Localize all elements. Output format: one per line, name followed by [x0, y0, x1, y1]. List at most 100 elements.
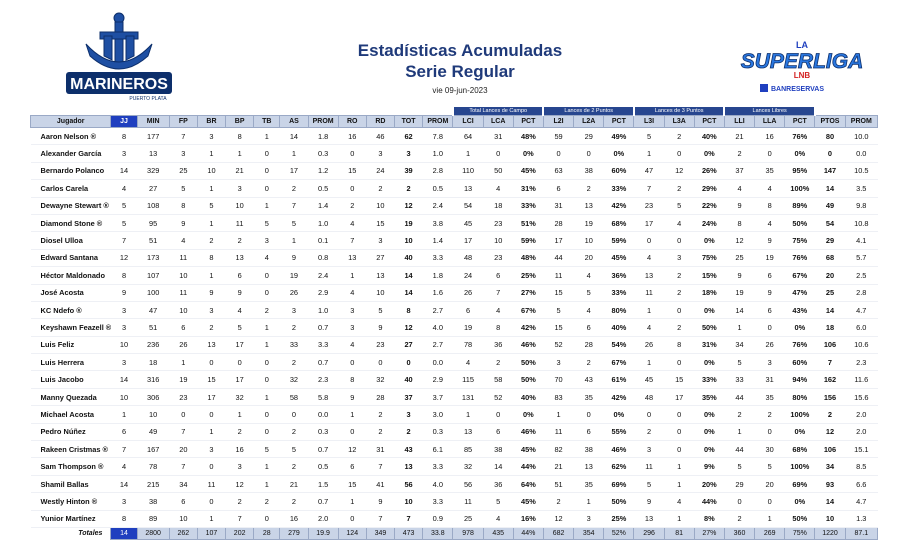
stat-cell: 78 [137, 457, 170, 476]
stat-cell: 1 [253, 197, 280, 215]
stat-cell: 3.3 [422, 249, 453, 268]
stat-cell: 0 [724, 492, 755, 511]
stat-cell: 10 [225, 197, 254, 215]
stat-cell: 1 [664, 510, 695, 528]
stat-cell: 5 [543, 301, 574, 320]
stat-cell: 0 [366, 353, 395, 372]
totals-cell: 360 [723, 526, 756, 540]
stat-cell: 7 [279, 197, 309, 215]
player-name: Dewayne Stewart ® [30, 197, 111, 215]
column-header: PROM [422, 115, 454, 128]
stat-cell: 1 [279, 231, 309, 250]
stat-cell: 5.7 [845, 249, 878, 268]
stat-cell: 0% [603, 144, 634, 163]
table-row: Keyshawn Feazell ® 3 51 6 2 5 1 2 0.7 3 9 12 4.0 19 8 4… [30, 318, 878, 337]
stat-cell: 10 [573, 231, 604, 250]
stat-cell: 14 [279, 127, 309, 146]
stat-cell: 4 [110, 457, 138, 476]
column-header: TOT [393, 115, 424, 128]
stat-cell: 0% [513, 405, 544, 424]
stat-cell: 50% [784, 510, 815, 528]
stat-cell: 26 [633, 336, 665, 355]
table-row: Dewayne Stewart ® 5 108 8 5 10 1 7 1.4 2 10 12 2.4 54… [30, 197, 878, 215]
totals-cell: 44% [512, 526, 544, 540]
stat-cell: 0 [754, 423, 785, 442]
stat-cell: 6 [483, 423, 514, 442]
table-row: José Acosta 9 100 11 9 9 0 26 2.9 4 10 14 1.6 26 7 27% 1… [30, 284, 878, 302]
stat-cell: 35 [754, 162, 785, 181]
stat-cell: 2.0 [308, 510, 339, 528]
stat-cell: 0.8 [308, 249, 339, 268]
stat-cell: 3 [110, 492, 138, 511]
column-header: L3A [663, 115, 695, 128]
totals-cell: 279 [279, 526, 309, 540]
stat-cell: 0 [225, 353, 254, 372]
stat-cell: 4.0 [422, 475, 453, 494]
stat-cell: 162 [814, 370, 846, 389]
totals-cell: 81 [663, 526, 695, 540]
stat-cell: 3 [394, 405, 423, 424]
stat-cell: 12 [664, 162, 695, 181]
stat-cell: 0.3 [308, 423, 339, 442]
stat-cell: 0 [754, 492, 785, 511]
stat-cell: 0 [664, 405, 695, 424]
player-name: Luis Feliz [30, 336, 111, 355]
stat-cell: 1 [724, 423, 755, 442]
stat-cell: 177 [137, 127, 170, 146]
stat-cell: 17 [279, 162, 309, 181]
column-header: LLI [723, 115, 756, 128]
stat-cell: 0 [338, 179, 367, 198]
stat-cell: 3 [253, 231, 280, 250]
stat-cell: 7 [110, 440, 138, 459]
stat-cell: 1 [633, 353, 665, 372]
stat-cell: 2 [573, 179, 604, 198]
stat-cell: 63 [543, 162, 574, 181]
group-header-row: Total Lances de Campo Lances de 2 Puntos… [31, 107, 878, 116]
stat-cell: 19 [573, 214, 604, 233]
stat-cell: 68% [784, 440, 815, 459]
stat-cell: 1 [197, 266, 226, 285]
stat-cell: 215 [137, 475, 170, 494]
stat-cell: 0 [253, 405, 280, 424]
stat-cell: 10.5 [845, 162, 878, 181]
stat-cell: 106 [814, 440, 846, 459]
stat-cell: 40% [513, 388, 544, 407]
stat-cell: 43 [573, 370, 604, 389]
stat-cell: 38 [137, 492, 170, 511]
stat-cell: 0 [664, 423, 695, 442]
stat-cell: 7 [338, 231, 367, 250]
stat-cell: 4 [452, 353, 484, 372]
stat-cell: 9 [110, 284, 138, 302]
stat-cell: 33 [724, 370, 755, 389]
stat-cell: 100% [784, 405, 815, 424]
stat-cell: 12 [543, 510, 574, 528]
stat-cell: 7 [169, 457, 198, 476]
stat-cell: 2 [279, 179, 309, 198]
stat-cell: 50% [513, 353, 544, 372]
stat-cell: 6.0 [845, 318, 878, 337]
stat-cell: 0 [253, 353, 280, 372]
totals-cell: 1220 [814, 526, 846, 540]
stat-cell: 8 [225, 127, 254, 146]
stat-cell: 0 [664, 144, 695, 163]
stat-cell: 0 [169, 405, 198, 424]
marineros-logo-text: MARINEROS [70, 76, 168, 93]
stat-cell: 6 [110, 423, 138, 442]
stat-cell: 14 [814, 492, 846, 511]
stat-cell: 94% [784, 370, 815, 389]
stat-cell: 45% [513, 162, 544, 181]
stat-cell: 9 [197, 284, 226, 302]
stat-cell: 8 [197, 249, 226, 268]
stat-cell: 1.8 [308, 127, 339, 146]
stat-cell: 19 [452, 318, 484, 337]
stat-cell: 107 [137, 266, 170, 285]
stat-cell: 7 [169, 423, 198, 442]
stat-cell: 8 [754, 197, 785, 215]
stat-cell: 12 [394, 197, 423, 215]
stat-cell: 34 [169, 475, 198, 494]
stat-cell: 12 [338, 440, 367, 459]
stat-cell: 75% [784, 231, 815, 250]
stat-cell: 11 [169, 249, 198, 268]
stat-cell: 0.1 [308, 231, 339, 250]
stat-cell: 20% [694, 475, 725, 494]
